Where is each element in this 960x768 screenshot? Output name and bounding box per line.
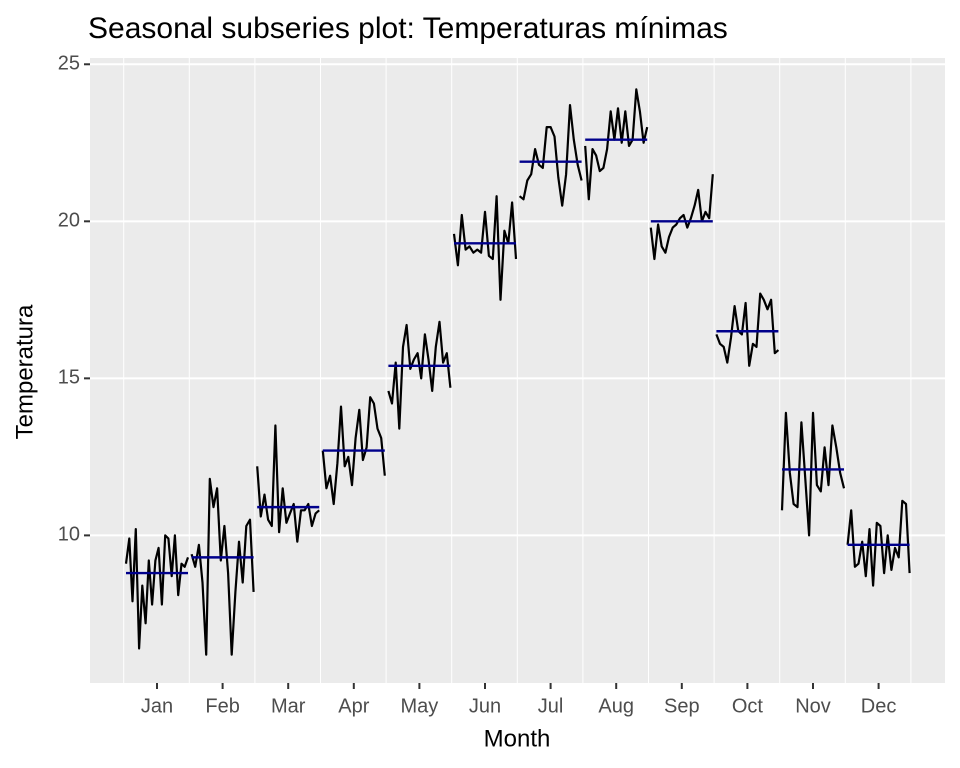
x-tick-label: Dec [861, 695, 897, 717]
marks [124, 88, 911, 656]
x-tick-label: Mar [271, 695, 306, 717]
x-tick-label: Sep [664, 695, 700, 717]
subseries-line [584, 88, 649, 201]
subseries-line [715, 292, 780, 367]
x-tick-label: Feb [205, 695, 239, 717]
grid [90, 58, 945, 683]
subseries-line [518, 104, 583, 207]
subseries-line [649, 174, 714, 261]
y-tick-label: 15 [58, 367, 80, 389]
y-axis-title: Temperatura [11, 304, 38, 439]
y-tick-label: 20 [58, 210, 80, 232]
x-tick-label: Oct [732, 695, 764, 717]
x-tick-label: Jan [141, 695, 173, 717]
subseries-line [190, 477, 255, 656]
y-tick-label: 25 [58, 53, 80, 75]
subseries-line [124, 528, 190, 650]
chart-title: Seasonal subseries plot: Temperaturas mí… [88, 12, 728, 45]
y-tick-label: 10 [58, 524, 80, 546]
x-tick-label: Apr [338, 695, 369, 717]
subseries-line [321, 396, 386, 506]
x-tick-label: Nov [795, 695, 831, 717]
x-tick-label: May [401, 695, 439, 717]
x-tick-label: Jul [538, 695, 564, 717]
subseries-line [846, 499, 911, 587]
subseries-line [780, 411, 846, 537]
x-tick-label: Jun [469, 695, 501, 717]
subseries-line [452, 195, 518, 301]
x-tick-label: Aug [598, 695, 634, 717]
x-axis-title: Month [484, 725, 551, 752]
